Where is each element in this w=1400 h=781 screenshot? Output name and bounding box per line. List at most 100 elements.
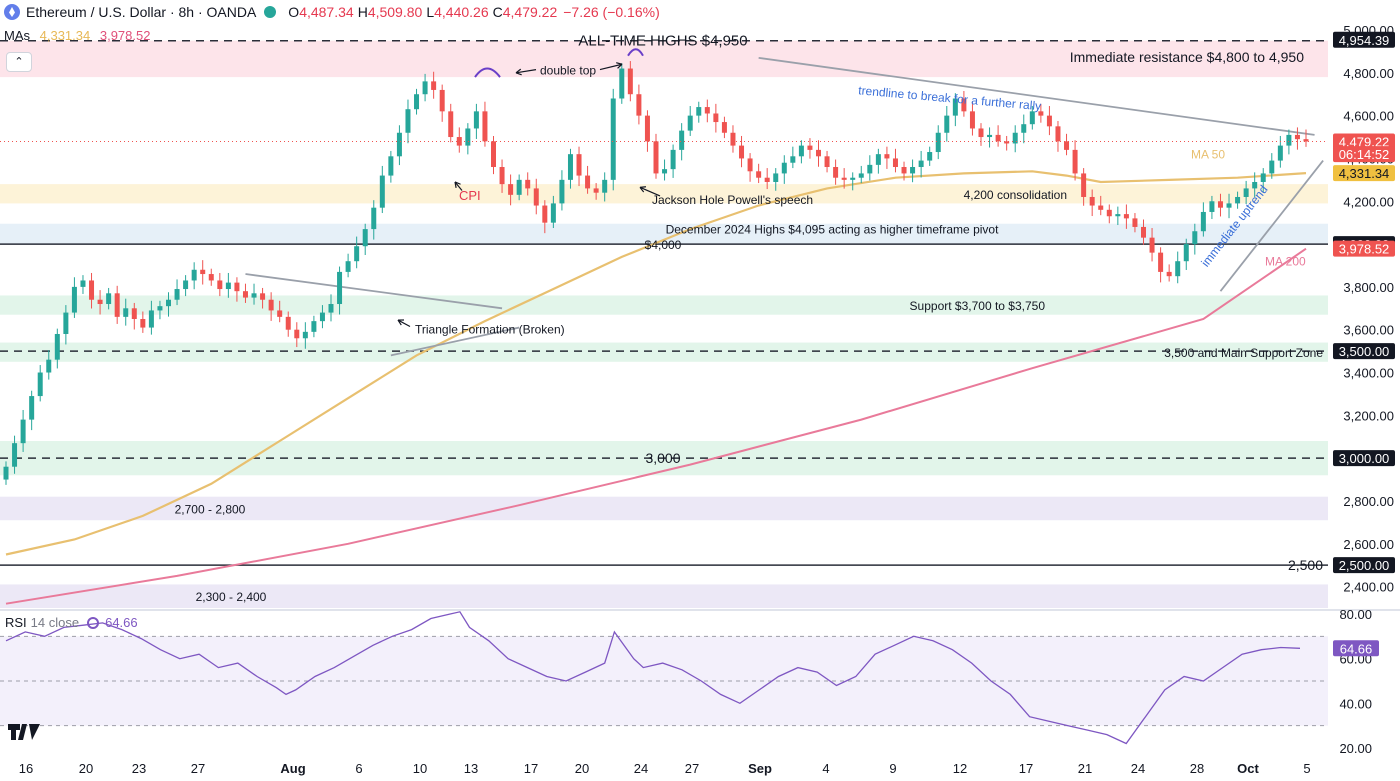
candle-body [559,179,565,204]
candle-body [662,169,668,174]
candle-body [1132,218,1138,227]
candle-body [816,149,821,157]
low-value: 4,440.26 [434,4,489,20]
candle-body [1209,201,1215,212]
candle-body [884,154,890,159]
candle-body [1226,203,1232,208]
candle-body [542,205,548,223]
close-label: C [492,4,503,20]
x-tick-label: 12 [953,761,967,776]
rsi-value-label: 64.66 [1340,641,1373,656]
candle-body [833,167,839,178]
x-tick-label: 27 [191,761,205,776]
candle-body [1106,209,1112,217]
candle-body [20,419,26,444]
zone-2 [0,223,1328,245]
candle-body [1260,173,1266,182]
ma-legend-label: MAs [4,28,30,43]
candle-body [525,179,531,189]
annotation-ma50: MA 50 [1191,147,1225,161]
instrument-title[interactable]: Ethereum / U.S. Dollar · 8h · OANDA [26,4,257,20]
candle-body [901,167,907,174]
annotation-trendline-break: trendline to break for a further rally [858,83,1042,113]
arrow-double-top-right [599,63,623,71]
candle-body [217,280,223,290]
rsi-settings-icon[interactable] [87,616,100,629]
price-label-bg [1333,557,1395,574]
price-label: 4,331.34 [1339,166,1390,181]
candle-body [644,115,650,142]
collapse-legend-button[interactable]: ⌃ [6,52,32,72]
double-top-arc-right [627,48,644,57]
uptrend-trendline [1219,160,1324,292]
price-label: 3,978.52 [1339,242,1390,257]
candle-body [995,134,1001,142]
candle-body [867,164,873,174]
price-label-bg [1333,133,1395,150]
candle-body [405,109,411,133]
tradingview-logo-icon[interactable] [8,722,40,742]
x-tick-label: 4 [822,761,829,776]
candle-body [713,113,719,123]
candle-body [1089,196,1095,206]
candle-body [1277,145,1283,161]
double-top-arc-left [474,67,501,78]
candle-body [1141,226,1146,238]
level-2500-label: 2,500 [1288,557,1323,573]
x-tick-label: 20 [575,761,589,776]
candle-body [379,175,385,208]
price-label: 4,954.39 [1339,33,1390,48]
candle-body [388,156,394,176]
zone-label-4: 3,500 and Main Support Zone [1164,346,1323,360]
candle-body [157,306,163,311]
candle-body [619,68,625,99]
candle-body [148,310,154,328]
candle-body [80,280,86,287]
candle-body [1269,160,1275,174]
candle-body [448,111,454,138]
candle-body [174,289,180,300]
candle-body [653,141,659,174]
price-tick-label: 2,600.00 [1343,537,1394,552]
candle-body [12,443,18,467]
x-tick-label: 10 [413,761,427,776]
price-label: 3,500.00 [1339,344,1390,359]
candle-body [131,308,137,319]
candle-body [1175,261,1181,277]
chart-header: Ethereum / U.S. Dollar · 8h · OANDA O 4,4… [0,0,660,24]
candle-body [1098,205,1104,210]
arrow-triangle-head [397,319,405,326]
candle-body [978,128,984,138]
ma200-line [5,247,1307,605]
market-status-icon [264,6,277,18]
annotation-jackson-hole: Jackson Hole Powell's speech [652,193,813,207]
candle-body [756,171,762,178]
ma50-legend-value: 4,331.34 [39,28,91,43]
price-tick-label: 2,400.00 [1343,580,1394,595]
candle-body [696,107,702,116]
ma-legend[interactable]: MAs 4,331.34 3,978.52 [4,28,150,43]
x-tick-label: 6 [355,761,362,776]
candle-body [1200,211,1206,232]
triangle-lower-trendline [390,326,520,357]
candle-body [636,94,642,116]
candle-body [422,81,428,95]
candle-body [1081,173,1087,197]
rsi-legend[interactable]: RSI 14 close 64.66 [5,615,138,630]
rsi-tick-label: 80.00 [1339,607,1372,622]
candle-body [371,207,377,230]
candle-body [362,229,368,247]
candle-body [627,68,633,95]
candle-body [1029,111,1035,125]
rsi-legend-value: 64.66 [105,615,138,630]
candle-body [1294,134,1300,140]
candle-body [234,282,240,292]
price-label-bg [1333,31,1395,48]
candle-body [1012,132,1018,144]
candle-body [1217,201,1223,208]
x-tick-label: 21 [1078,761,1092,776]
candle-body [97,299,103,305]
rsi-legend-label: RSI [5,615,27,630]
